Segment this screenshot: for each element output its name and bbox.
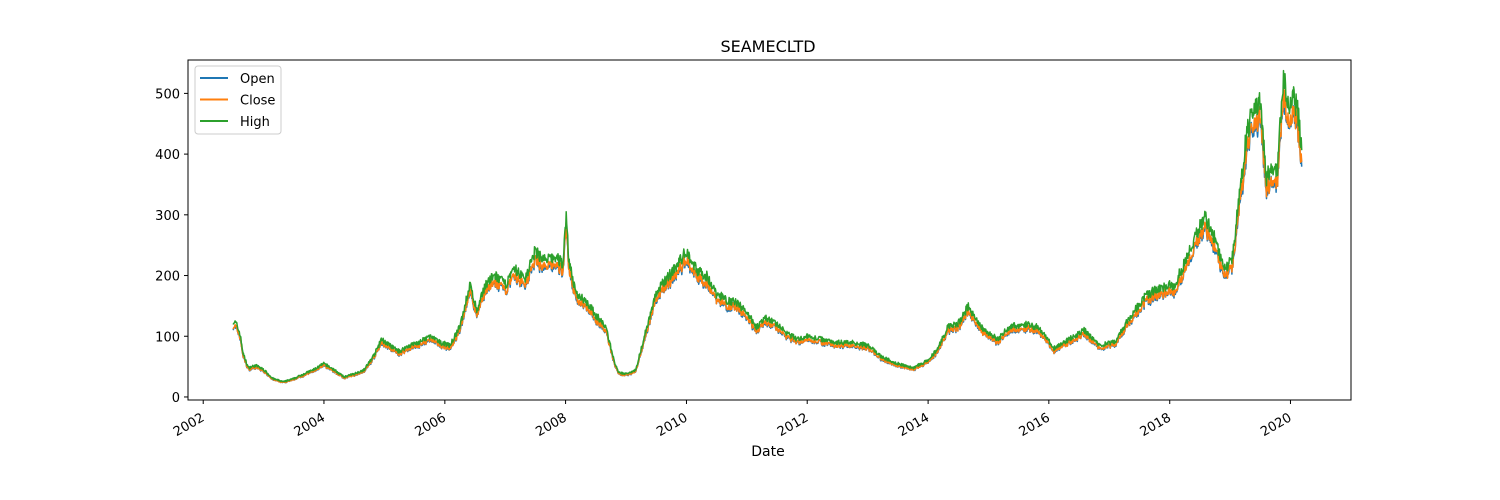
y-tick-label: 0 (172, 391, 180, 406)
y-tick-label: 100 (155, 330, 180, 345)
series-line-high (232, 69, 1303, 383)
legend-label-high: High (240, 115, 270, 130)
legend-box (194, 65, 282, 135)
chart-title: SEAMECLTD (720, 37, 815, 56)
legend: Open Close High (194, 65, 282, 135)
y-tick-label: 200 (155, 270, 180, 285)
legend-label-open: Open (240, 72, 275, 87)
series-line-close (232, 86, 1303, 384)
series-lines (232, 69, 1303, 384)
y-tick-label: 500 (155, 87, 180, 102)
legend-label-close: Close (240, 94, 275, 109)
y-tick-label: 400 (155, 148, 180, 163)
y-axis-ticks: 0 100 200 300 400 500 (155, 87, 188, 406)
plot-frame (187, 59, 1352, 401)
x-axis-label: Date (751, 444, 784, 460)
y-tick-label: 300 (155, 209, 180, 224)
